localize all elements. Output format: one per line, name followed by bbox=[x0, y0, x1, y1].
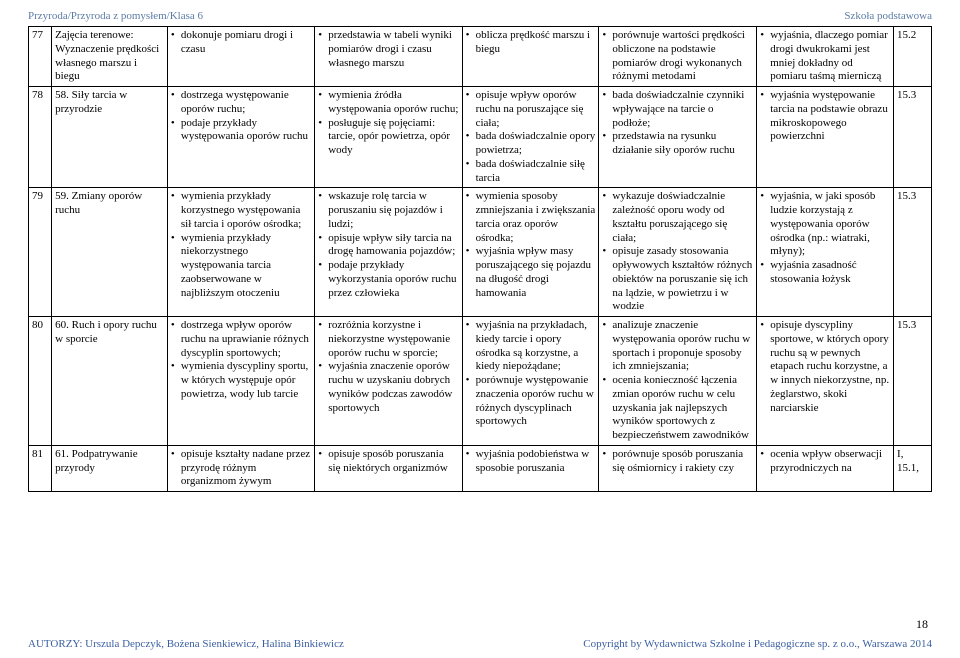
page-number: 18 bbox=[916, 617, 928, 632]
row-number: 78 bbox=[29, 87, 52, 188]
cell-e: ocenia wpływ obserwacji przyrodniczych n… bbox=[757, 445, 894, 491]
list-item: porównuje wartości prędkości obliczone n… bbox=[602, 29, 753, 84]
cell-d: bada doświadczalnie czynniki wpływające … bbox=[599, 87, 757, 188]
cell-b: opisuje sposób poruszania się niektórych… bbox=[315, 445, 462, 491]
row-topic: 59. Zmiany oporów ruchu bbox=[52, 188, 168, 317]
list-item: ocenia konieczność łączenia zmian oporów… bbox=[602, 374, 753, 443]
list-item: wyjaśnia, w jaki sposób ludzie korzystaj… bbox=[760, 190, 890, 259]
header-right: Szkoła podstawowa bbox=[844, 10, 932, 22]
cell-e: wyjaśnia występowanie tarcia na podstawi… bbox=[757, 87, 894, 188]
list-item: analizuje znaczenie występowania oporów … bbox=[602, 319, 753, 374]
list-item: przedstawia na rysunku działanie siły op… bbox=[602, 130, 753, 158]
cell-e: opisuje dyscypliny sportowe, w których o… bbox=[757, 317, 894, 446]
table-row: 7858. Siły tarcia w przyrodziedostrzega … bbox=[29, 87, 932, 188]
cell-c: wyjaśnia podobieństwa w sposobie porusza… bbox=[462, 445, 599, 491]
cell-d: porównuje sposób poruszania się ośmiorni… bbox=[599, 445, 757, 491]
table-row: 7959. Zmiany oporów ruchuwymienia przykł… bbox=[29, 188, 932, 317]
cell-e: wyjaśnia, w jaki sposób ludzie korzystaj… bbox=[757, 188, 894, 317]
row-number: 80 bbox=[29, 317, 52, 446]
row-topic: 58. Siły tarcia w przyrodzie bbox=[52, 87, 168, 188]
row-topic: Zajęcia terenowe: Wyznaczenie prędkości … bbox=[52, 27, 168, 87]
cell-b: wymienia źródła występowania oporów ruch… bbox=[315, 87, 462, 188]
cell-d: porównuje wartości prędkości obliczone n… bbox=[599, 27, 757, 87]
row-ref: 15.3 bbox=[894, 188, 932, 317]
list-item: wykazuje doświadczalnie zależność oporu … bbox=[602, 190, 753, 245]
list-item: podaje przykłady występowania oporów ruc… bbox=[171, 117, 311, 145]
list-item: wskazuje rolę tarcia w poruszaniu się po… bbox=[318, 190, 458, 231]
row-number: 81 bbox=[29, 445, 52, 491]
list-item: opisuje wpływ oporów ruchu na poruszając… bbox=[466, 89, 596, 130]
row-topic: 61. Podpatrywanie przyrody bbox=[52, 445, 168, 491]
list-item: opisuje zasady stosowania opływowych ksz… bbox=[602, 245, 753, 314]
list-item: dostrzega występowanie oporów ruchu; bbox=[171, 89, 311, 117]
list-item: wyjaśnia występowanie tarcia na podstawi… bbox=[760, 89, 890, 144]
cell-c: oblicza prędkość marszu i biegu bbox=[462, 27, 599, 87]
list-item: bada doświadczalnie czynniki wpływające … bbox=[602, 89, 753, 130]
list-item: wyjaśnia, dlaczego pomiar drogi dwukroka… bbox=[760, 29, 890, 84]
list-item: opisuje kształty nadane przez przyrodę r… bbox=[171, 448, 311, 489]
list-item: wymienia przykłady korzystnego występowa… bbox=[171, 190, 311, 231]
list-item: rozróżnia korzystne i niekorzystne wystę… bbox=[318, 319, 458, 360]
list-item: wyjaśnia zasadność stosowania łożysk bbox=[760, 259, 890, 287]
footer-right: Copyright by Wydawnictwa Szkolne i Pedag… bbox=[583, 638, 932, 650]
list-item: przedstawia w tabeli wyniki pomiarów dro… bbox=[318, 29, 458, 70]
table-row: 8060. Ruch i opory ruchu w sporciedostrz… bbox=[29, 317, 932, 446]
list-item: bada doświadczalnie opory powietrza; bbox=[466, 130, 596, 158]
row-number: 77 bbox=[29, 27, 52, 87]
curriculum-table: 77Zajęcia terenowe: Wyznaczenie prędkośc… bbox=[28, 26, 932, 492]
list-item: porównuje sposób poruszania się ośmiorni… bbox=[602, 448, 753, 476]
row-ref: 15.3 bbox=[894, 87, 932, 188]
list-item: opisuje sposób poruszania się niektórych… bbox=[318, 448, 458, 476]
list-item: wymienia źródła występowania oporów ruch… bbox=[318, 89, 458, 117]
row-number: 79 bbox=[29, 188, 52, 317]
list-item: opisuje wpływ siły tarcia na drogę hamow… bbox=[318, 232, 458, 260]
row-ref: 15.2 bbox=[894, 27, 932, 87]
table-row: 8161. Podpatrywanie przyrodyopisuje kszt… bbox=[29, 445, 932, 491]
table-row: 77Zajęcia terenowe: Wyznaczenie prędkośc… bbox=[29, 27, 932, 87]
row-ref: 15.3 bbox=[894, 317, 932, 446]
list-item: oblicza prędkość marszu i biegu bbox=[466, 29, 596, 57]
cell-b: przedstawia w tabeli wyniki pomiarów dro… bbox=[315, 27, 462, 87]
list-item: wyjaśnia podobieństwa w sposobie porusza… bbox=[466, 448, 596, 476]
cell-d: wykazuje doświadczalnie zależność oporu … bbox=[599, 188, 757, 317]
list-item: ocenia wpływ obserwacji przyrodniczych n… bbox=[760, 448, 890, 476]
list-item: bada doświadczalnie siłę tarcia bbox=[466, 158, 596, 186]
cell-d: analizuje znaczenie występowania oporów … bbox=[599, 317, 757, 446]
list-item: wyjaśnia na przykładach, kiedy tarcie i … bbox=[466, 319, 596, 374]
cell-c: wymienia sposoby zmniejszania i zwiększa… bbox=[462, 188, 599, 317]
cell-c: wyjaśnia na przykładach, kiedy tarcie i … bbox=[462, 317, 599, 446]
list-item: wyjaśnia znaczenie oporów ruchu w uzyska… bbox=[318, 360, 458, 415]
list-item: wymienia dyscypliny sportu, w których wy… bbox=[171, 360, 311, 401]
cell-a: opisuje kształty nadane przez przyrodę r… bbox=[167, 445, 314, 491]
cell-a: dostrzega wpływ oporów ruchu na uprawian… bbox=[167, 317, 314, 446]
cell-a: dokonuje pomiaru drogi i czasu bbox=[167, 27, 314, 87]
list-item: dostrzega wpływ oporów ruchu na uprawian… bbox=[171, 319, 311, 360]
cell-b: rozróżnia korzystne i niekorzystne wystę… bbox=[315, 317, 462, 446]
list-item: wymienia przykłady niekorzystnego występ… bbox=[171, 232, 311, 301]
cell-b: wskazuje rolę tarcia w poruszaniu się po… bbox=[315, 188, 462, 317]
cell-c: opisuje wpływ oporów ruchu na poruszając… bbox=[462, 87, 599, 188]
list-item: wyjaśnia wpływ masy poruszającego się po… bbox=[466, 245, 596, 300]
cell-a: dostrzega występowanie oporów ruchu;poda… bbox=[167, 87, 314, 188]
list-item: wymienia sposoby zmniejszania i zwiększa… bbox=[466, 190, 596, 245]
list-item: opisuje dyscypliny sportowe, w których o… bbox=[760, 319, 890, 415]
cell-e: wyjaśnia, dlaczego pomiar drogi dwukroka… bbox=[757, 27, 894, 87]
footer-left: AUTORZY: Urszula Depczyk, Bożena Sienkie… bbox=[28, 638, 344, 650]
list-item: dokonuje pomiaru drogi i czasu bbox=[171, 29, 311, 57]
header-left: Przyroda/Przyroda z pomysłem/Klasa 6 bbox=[28, 10, 203, 22]
row-ref: I, 15.1, bbox=[894, 445, 932, 491]
cell-a: wymienia przykłady korzystnego występowa… bbox=[167, 188, 314, 317]
list-item: posługuje się pojęciami: tarcie, opór po… bbox=[318, 117, 458, 158]
list-item: porównuje występowanie znaczenia oporów … bbox=[466, 374, 596, 429]
row-topic: 60. Ruch i opory ruchu w sporcie bbox=[52, 317, 168, 446]
list-item: podaje przykłady wykorzystania oporów ru… bbox=[318, 259, 458, 300]
